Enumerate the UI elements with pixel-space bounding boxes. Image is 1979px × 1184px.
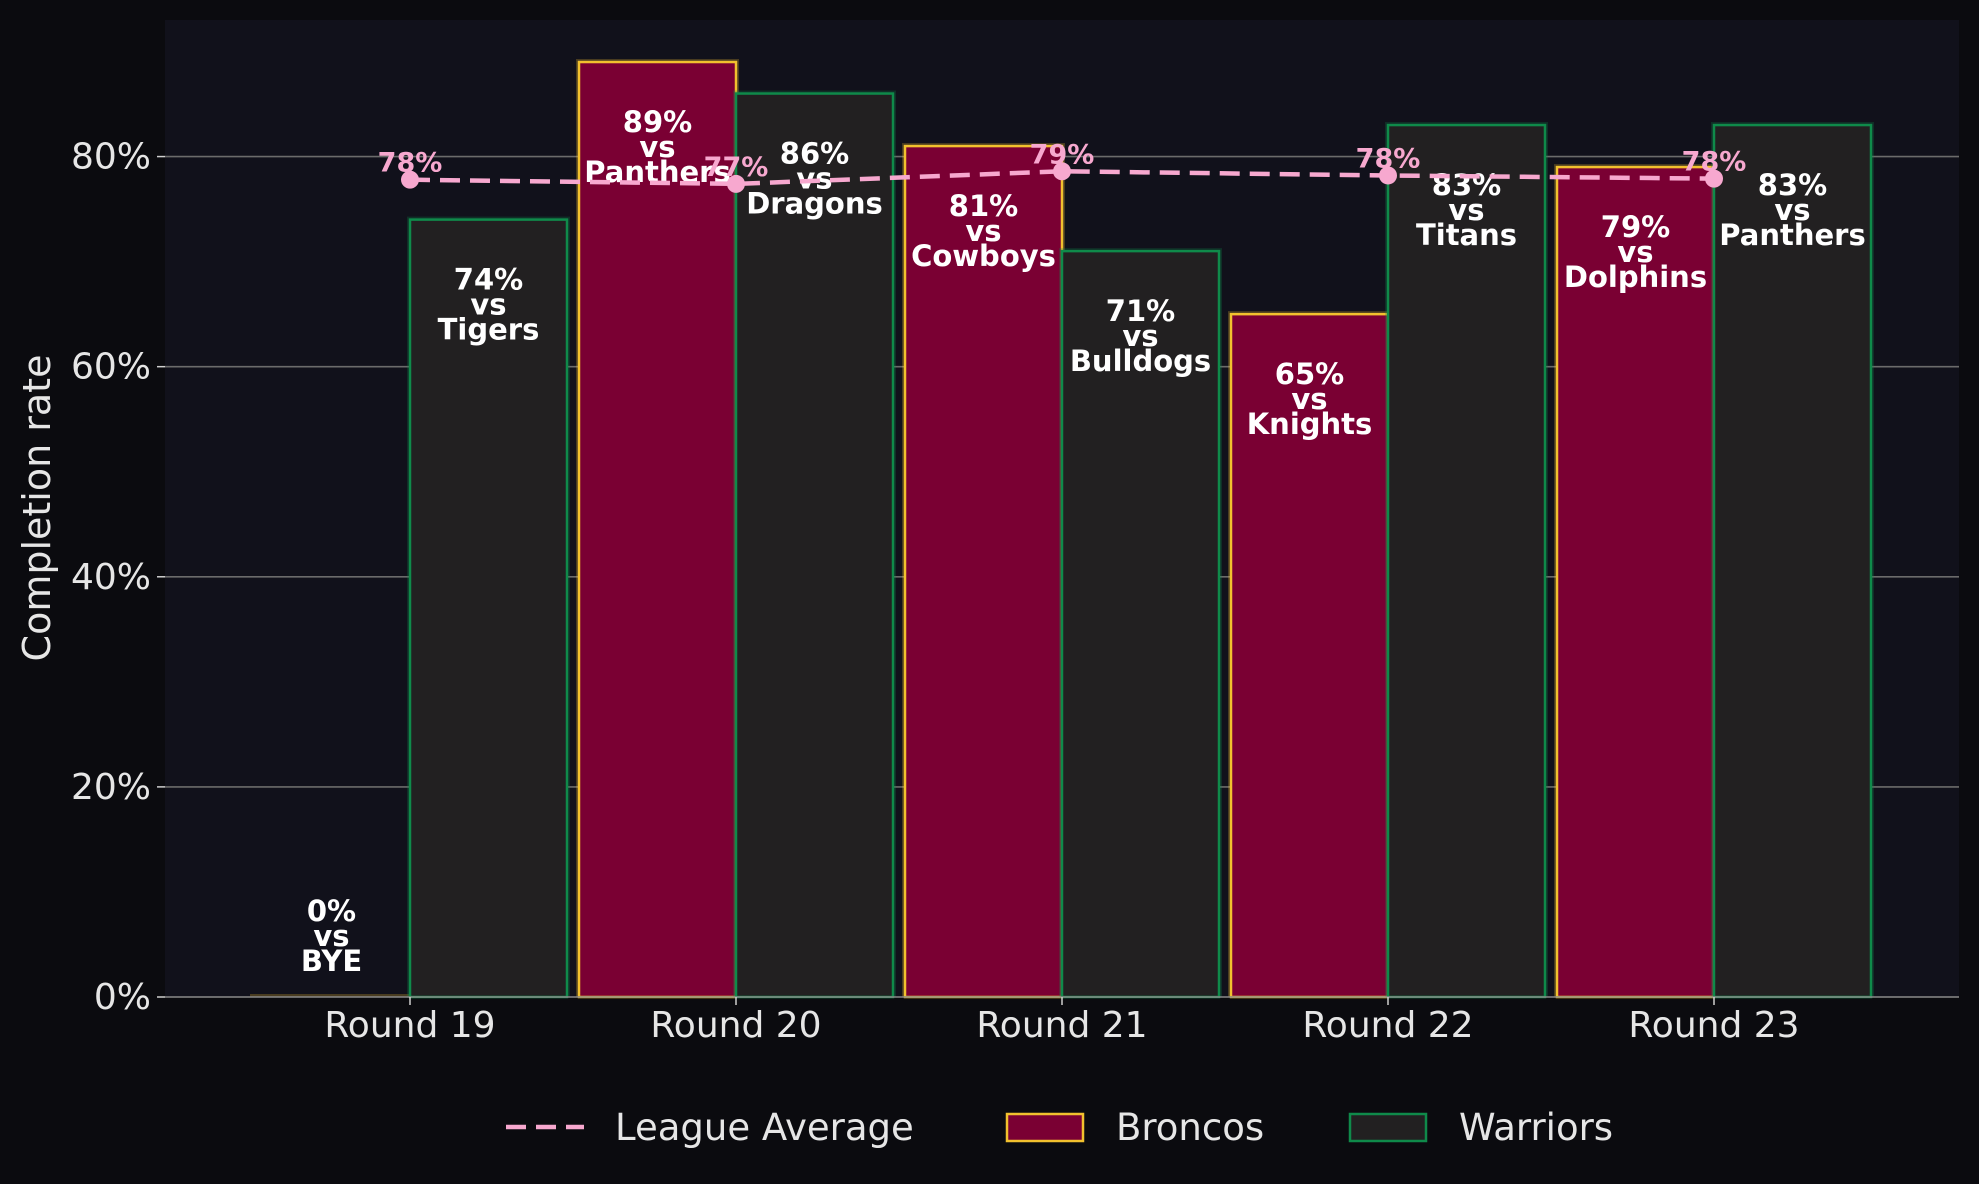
league-average-label: 79%: [1030, 139, 1095, 170]
league-average-label: 78%: [1356, 143, 1421, 174]
legend-swatch: [1005, 1112, 1085, 1143]
bar-label: vs: [965, 214, 1001, 248]
bar-label: 81%: [949, 189, 1018, 223]
bar-label: 89%: [623, 105, 692, 139]
bar-label: 65%: [1275, 357, 1344, 391]
bar-labels: 0%vsBYE89%vsPanthers81%vsCowboys65%vsKni…: [301, 105, 1866, 978]
y-tick-label: 0%: [94, 977, 151, 1018]
x-tick-label: Round 20: [650, 1005, 821, 1046]
bar-warriors-1: [734, 92, 895, 999]
bar-label: Dolphins: [1564, 260, 1707, 294]
legend[interactable]: League Average Broncos Warriors: [506, 1106, 1613, 1149]
bar-label: vs: [1291, 382, 1327, 416]
bar-label: vs: [470, 288, 506, 322]
bar-label: Dragons: [746, 187, 883, 221]
bar-label: Knights: [1247, 407, 1373, 441]
bar-label: vs: [313, 919, 349, 953]
legend-item-warriors[interactable]: Warriors: [1348, 1106, 1613, 1149]
legend-label: League Average: [615, 1106, 914, 1149]
league-average-label: 77%: [704, 152, 769, 183]
bar-label: vs: [1448, 193, 1484, 227]
y-tick-label: 20%: [71, 767, 151, 808]
bar-broncos-3: [1229, 312, 1390, 999]
bar-warriors-2: [1060, 249, 1221, 999]
x-tick-label: Round 23: [1628, 1005, 1799, 1046]
y-tick-label: 80%: [71, 137, 151, 178]
bar-label: 79%: [1601, 210, 1670, 244]
league-average-label: 78%: [1682, 147, 1747, 178]
league-average-point: [727, 174, 745, 193]
bar-label: Bulldogs: [1070, 344, 1211, 378]
y-tick-label: 60%: [71, 347, 151, 388]
league-average-point: [401, 170, 419, 189]
bar-label: 83%: [1432, 168, 1501, 202]
league-average-point: [1379, 166, 1397, 185]
bar-label: 0%: [307, 894, 356, 928]
legend-label: Broncos: [1116, 1106, 1264, 1149]
bar-broncos-1: [577, 60, 738, 999]
bar-label: 86%: [780, 137, 849, 171]
axes: 0% 20% 40% 60% 80% Round 19 Round 20 Round 21 Ro…: [71, 137, 1959, 1046]
bar-glow: [250, 994, 413, 997]
bar-label: Titans: [1416, 218, 1517, 252]
legend-item-broncos[interactable]: Broncos: [1005, 1106, 1264, 1149]
bar-label: vs: [796, 162, 832, 196]
bar-label: Tigers: [438, 313, 540, 347]
league-average-polyline: [409, 169, 1715, 187]
bar-label: Cowboys: [911, 239, 1056, 273]
bar-label: BYE: [301, 944, 362, 978]
bar-label: vs: [1122, 319, 1158, 353]
bar-label: vs: [1617, 235, 1653, 269]
league-average-point: [1053, 162, 1071, 181]
legend-swatch: [1348, 1112, 1428, 1143]
bar-label: Panthers: [1719, 218, 1865, 252]
y-axis-title: Completion rate: [15, 355, 59, 662]
bar-warriors-3: [1386, 123, 1547, 999]
bar-label: vs: [639, 130, 675, 164]
bar-label: 83%: [1758, 168, 1827, 202]
bar-label: 71%: [1106, 294, 1175, 328]
y-tick-label: 40%: [71, 557, 151, 598]
bar-label: vs: [1774, 193, 1810, 227]
x-tick-label: Round 21: [976, 1005, 1147, 1046]
bars: [250, 59, 1874, 999]
bar-label: 74%: [454, 263, 523, 297]
bar-broncos-2: [903, 144, 1064, 999]
league-average-point: [1705, 169, 1723, 188]
legend-item-league-average[interactable]: League Average: [506, 1106, 914, 1149]
x-tick-label: Round 22: [1302, 1005, 1473, 1046]
league-average-label: 78%: [378, 148, 443, 179]
league-average-line: 78% 77% 79% 78% 78%: [378, 139, 1747, 193]
legend-label: Warriors: [1459, 1106, 1613, 1149]
x-tick-label: Round 19: [324, 1005, 495, 1046]
bar-warriors-4: [1712, 123, 1873, 999]
